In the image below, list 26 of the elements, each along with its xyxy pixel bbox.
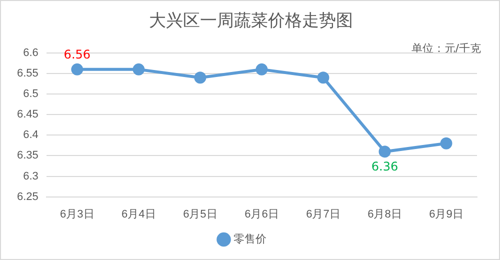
data-label: 6.36	[371, 160, 398, 174]
x-tick-label: 6月9日	[429, 208, 464, 220]
x-tick-label: 6月8日	[368, 208, 402, 220]
chart-title: 大兴区一周蔬菜价格走势图	[148, 10, 354, 32]
x-tick-label: 6月6日	[244, 208, 279, 220]
point	[71, 63, 84, 76]
point	[440, 137, 452, 150]
y-tick-label: 6.55	[16, 68, 38, 80]
point	[378, 146, 391, 158]
y-tick-label: 6.25	[16, 190, 38, 203]
x-tick-label: 6月3日	[60, 208, 94, 220]
x-tick-label: 6月7日	[306, 208, 340, 220]
point	[317, 72, 330, 84]
point	[194, 72, 206, 84]
y-tick-label: 6.45	[16, 108, 38, 121]
y-tick-label: 6.4	[23, 129, 38, 142]
point	[256, 63, 268, 76]
legend-label: 零售价	[233, 234, 266, 246]
point	[132, 63, 145, 76]
x-tick-label: 6月5日	[183, 208, 218, 220]
x-tick-label: 6月4日	[122, 208, 156, 220]
data-label: 6.56	[64, 48, 91, 62]
y-tick-label: 6.6	[23, 47, 38, 60]
y-tick-label: 6.35	[16, 150, 38, 162]
y-tick-label: 6.3	[23, 170, 38, 182]
y-tick-label: 6.5	[23, 88, 38, 100]
